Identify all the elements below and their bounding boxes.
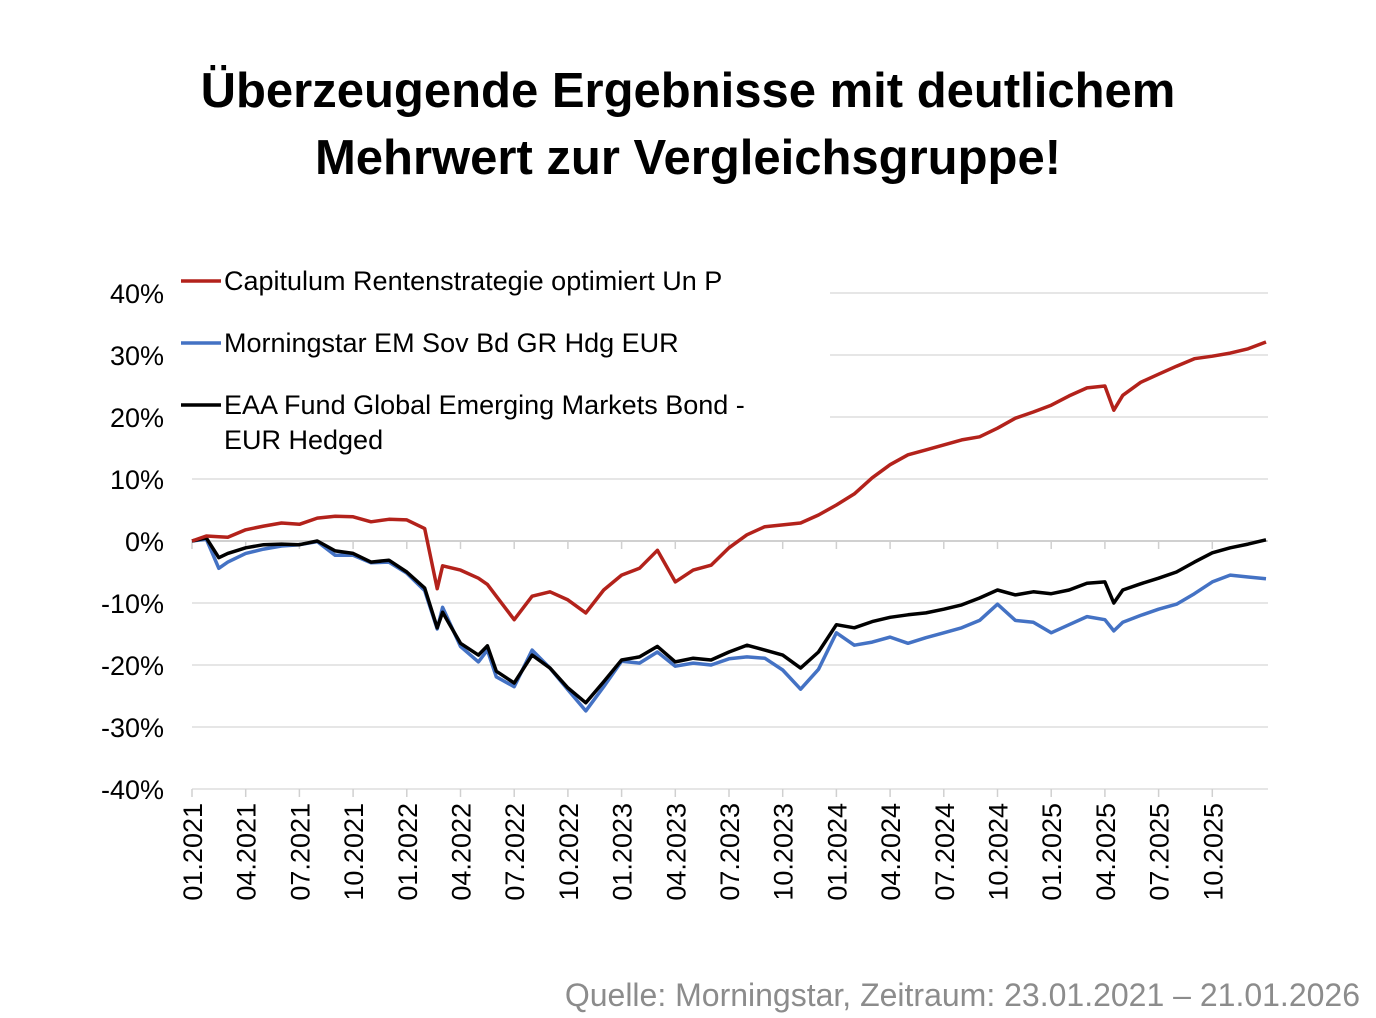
x-tick-label: 07.2025 (1145, 803, 1175, 901)
x-tick-label: 04.2022 (447, 803, 477, 901)
legend: Capitulum Rentenstrategie optimiert Un P… (178, 262, 830, 462)
x-tick-label: 07.2023 (715, 803, 745, 901)
x-tick-label: 01.2024 (822, 803, 852, 901)
legend-label-eaa-line-2: EUR Hedged (224, 425, 383, 455)
series-line-eaa (191, 536, 1267, 705)
x-tick-label: 04.2024 (876, 803, 906, 901)
legend-label-morningstar: Morningstar EM Sov Bd GR Hdg EUR (224, 328, 679, 358)
x-tick-label: 01.2023 (608, 803, 638, 901)
x-tick-label: 04.2023 (661, 803, 691, 901)
y-axis: 40% 30% 20% 10% 0% -10% -20% -30% -40% (101, 279, 164, 805)
x-tick-label: 07.2024 (930, 803, 960, 901)
y-tick-label: -20% (101, 651, 164, 681)
y-tick-label: 30% (110, 341, 164, 371)
x-tick-label: 10.2021 (339, 803, 369, 901)
y-tick-label: -40% (101, 775, 164, 805)
legend-background (178, 262, 830, 462)
series-line-capitulum (191, 340, 1267, 622)
y-tick-label: 40% (110, 279, 164, 309)
chart-title: Überzeugende Ergebnisse mit deutlichem M… (0, 58, 1376, 192)
series-line-morningstar (191, 537, 1267, 713)
y-tick-label: 20% (110, 403, 164, 433)
y-tick-label: 0% (125, 527, 164, 557)
x-axis: 01.2021 04.2021 07.2021 10.2021 01.2022 04.20… (178, 541, 1228, 901)
x-tick-label: 10.2022 (554, 803, 584, 901)
y-tick-label: 10% (110, 465, 164, 495)
chart-title-line-2: Mehrwert zur Vergleichsgruppe! (314, 131, 1062, 185)
x-tick-label: 01.2025 (1037, 803, 1067, 901)
series-lines (191, 340, 1267, 713)
x-tick-label: 10.2023 (769, 803, 799, 901)
x-tick-label: 04.2021 (232, 803, 262, 901)
y-tick-label: -30% (101, 713, 164, 743)
x-tick-label: 01.2022 (393, 803, 423, 901)
x-tick-label: 10.2024 (984, 803, 1014, 901)
source-note: Quelle: Morningstar, Zeitraum: 23.01.202… (564, 977, 1360, 1013)
y-tick-label: -10% (101, 589, 164, 619)
x-tick-label: 10.2025 (1198, 803, 1228, 901)
legend-label-capitulum: Capitulum Rentenstrategie optimiert Un P (224, 266, 722, 296)
x-tick-label: 04.2025 (1091, 803, 1121, 901)
x-tick-label: 07.2021 (285, 803, 315, 901)
x-tick-label: 01.2021 (178, 803, 208, 901)
chart-title-line-1: Überzeugende Ergebnisse mit deutlichem (200, 64, 1176, 118)
legend-label-eaa-line-1: EAA Fund Global Emerging Markets Bond - (224, 390, 745, 420)
x-tick-label: 07.2022 (500, 803, 530, 901)
